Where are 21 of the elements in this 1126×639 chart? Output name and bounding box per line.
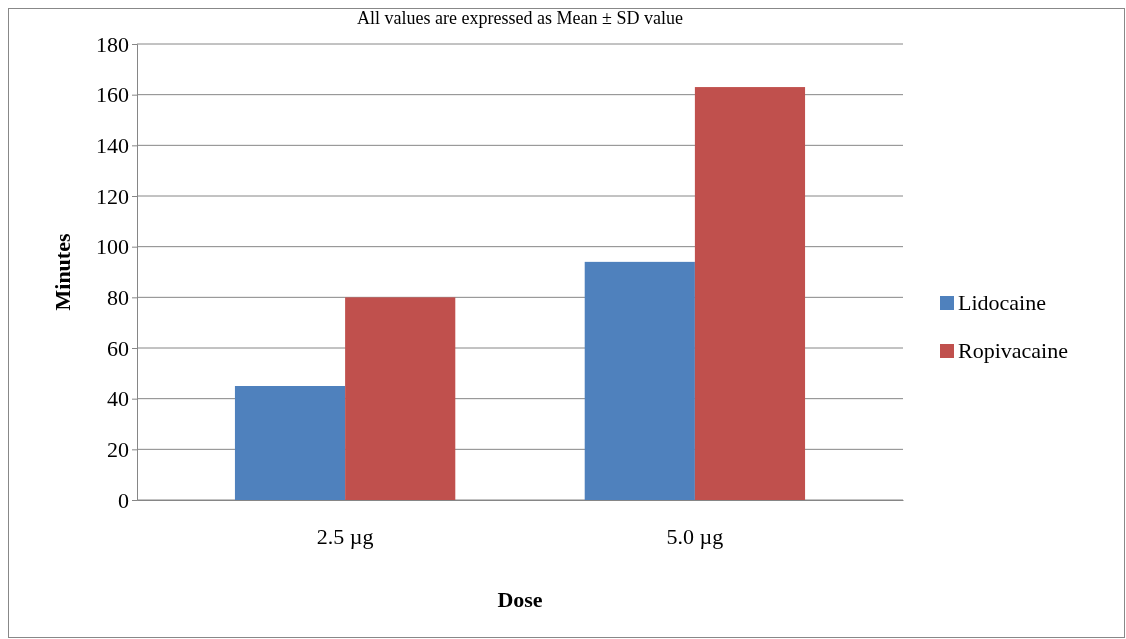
y-tick-label: 0 bbox=[118, 487, 129, 513]
legend-label: Lidocaine bbox=[958, 290, 1046, 315]
y-tick-label: 20 bbox=[107, 436, 129, 462]
y-tick-label: 80 bbox=[107, 284, 129, 310]
y-tick-label: 60 bbox=[107, 335, 129, 361]
y-tick-label: 100 bbox=[96, 234, 129, 260]
chart-title: All values are expressed as Mean ± SD value bbox=[357, 8, 683, 28]
y-tick-label: 120 bbox=[96, 183, 129, 209]
bar bbox=[694, 87, 806, 500]
bar bbox=[234, 386, 346, 500]
y-tick-label: 160 bbox=[96, 82, 129, 108]
y-tick-label: 140 bbox=[96, 132, 129, 158]
legend-label: Ropivacaine bbox=[958, 338, 1068, 363]
x-tick-label: 2.5 µg bbox=[316, 523, 374, 549]
bar bbox=[584, 261, 695, 500]
y-tick-label: 40 bbox=[107, 386, 129, 412]
bar bbox=[345, 297, 456, 500]
x-axis-title: Dose bbox=[497, 587, 543, 612]
y-axis-title: Minutes bbox=[50, 233, 75, 311]
x-tick-label: 5.0 µg bbox=[666, 523, 724, 549]
y-tick-label: 180 bbox=[96, 31, 129, 57]
